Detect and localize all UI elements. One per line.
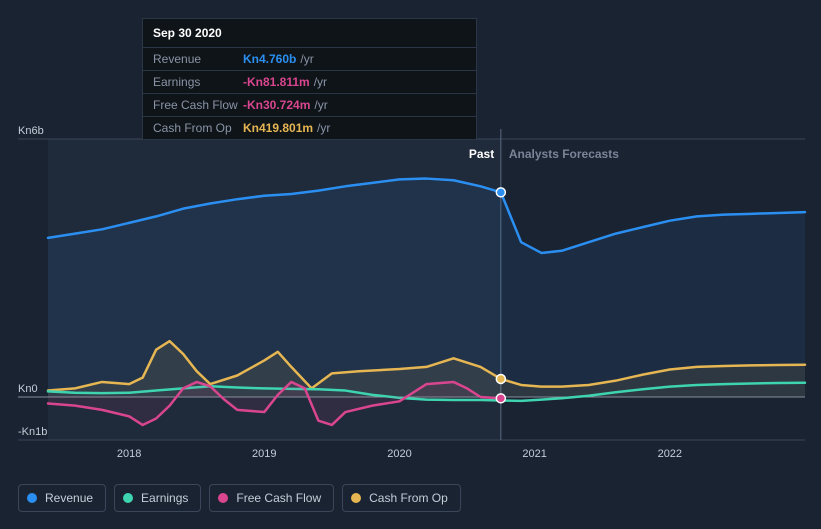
tooltip-row-label: Cash From Op — [153, 121, 243, 135]
chart-legend: Revenue Earnings Free Cash Flow Cash From O… — [18, 484, 461, 512]
legend-item-label: Free Cash Flow — [236, 491, 321, 505]
tooltip-row-value: Kn4.760b — [243, 52, 296, 66]
chart-tooltip: Sep 30 2020 RevenueKn4.760b/yrEarnings-K… — [142, 18, 477, 140]
legend-item-earnings[interactable]: Earnings — [114, 484, 201, 512]
legend-dot-icon — [218, 493, 228, 503]
x-axis-tick-label: 2021 — [522, 448, 546, 460]
forecast-region-label: Analysts Forecasts — [509, 147, 619, 161]
legend-dot-icon — [27, 493, 37, 503]
tooltip-date: Sep 30 2020 — [143, 19, 476, 48]
y-axis-tick-label: -Kn1b — [18, 426, 47, 438]
tooltip-row-value: -Kn30.724m — [243, 98, 310, 112]
tooltip-row: Earnings-Kn81.811m/yr — [143, 71, 476, 94]
tooltip-row-label: Free Cash Flow — [153, 98, 243, 112]
legend-item-cash-from-op[interactable]: Cash From Op — [342, 484, 461, 512]
legend-item-revenue[interactable]: Revenue — [18, 484, 106, 512]
tooltip-row-label: Earnings — [153, 75, 243, 89]
x-axis-tick-label: 2022 — [658, 448, 682, 460]
x-axis-tick-label: 2019 — [252, 448, 276, 460]
tooltip-row-suffix: /yr — [300, 52, 313, 66]
y-axis-tick-label: Kn6b — [18, 125, 44, 137]
legend-item-free-cash-flow[interactable]: Free Cash Flow — [209, 484, 334, 512]
y-axis-tick-label: Kn0 — [18, 383, 38, 395]
legend-item-label: Revenue — [45, 491, 93, 505]
tooltip-row: Free Cash Flow-Kn30.724m/yr — [143, 94, 476, 117]
tooltip-row-suffix: /yr — [314, 75, 327, 89]
legend-item-label: Cash From Op — [369, 491, 448, 505]
x-axis-tick-label: 2018 — [117, 448, 141, 460]
x-axis-tick-label: 2020 — [387, 448, 411, 460]
tooltip-row-suffix: /yr — [314, 98, 327, 112]
legend-item-label: Earnings — [141, 491, 188, 505]
tooltip-row: Cash From OpKn419.801m/yr — [143, 117, 476, 139]
past-region-label: Past — [469, 147, 494, 161]
tooltip-row-value: -Kn81.811m — [243, 75, 310, 89]
legend-dot-icon — [123, 493, 133, 503]
tooltip-row-value: Kn419.801m — [243, 121, 313, 135]
legend-dot-icon — [351, 493, 361, 503]
tooltip-row: RevenueKn4.760b/yr — [143, 48, 476, 71]
tooltip-row-suffix: /yr — [317, 121, 330, 135]
tooltip-row-label: Revenue — [153, 52, 243, 66]
